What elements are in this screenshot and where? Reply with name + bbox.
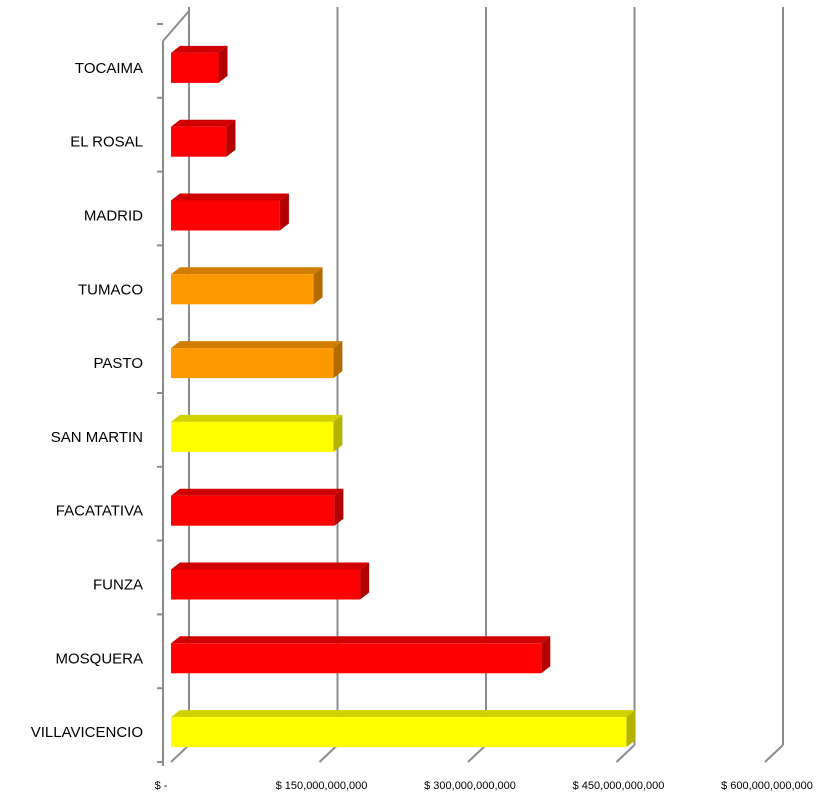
wall-top-edge <box>162 10 190 42</box>
bar-side-face <box>279 193 289 231</box>
x-tick-label: $ 600,000,000,000 <box>721 780 813 792</box>
bar-top-face <box>171 414 343 422</box>
bar-side-face <box>334 488 344 526</box>
floor-diagonal <box>764 744 784 763</box>
bar-top-face <box>171 341 343 349</box>
category-label: MADRID <box>84 208 143 225</box>
bar-top-face <box>171 119 236 127</box>
floor-diagonal <box>170 744 190 763</box>
bar-side-face <box>226 119 236 157</box>
bar-top-face <box>171 488 344 496</box>
bar-front-face <box>171 421 334 452</box>
category-label: PASTO <box>94 355 143 372</box>
bar-top-face <box>171 636 551 644</box>
bar-front-face <box>171 348 334 379</box>
category-label: SAN MARTIN <box>51 429 143 446</box>
bar-front-face <box>171 569 361 600</box>
chart-frame <box>157 10 190 766</box>
floor-diagonal <box>467 744 487 763</box>
category-label: FACATATIVA <box>56 503 143 520</box>
bar-side-face <box>626 710 636 748</box>
bar <box>171 488 344 526</box>
bar <box>171 119 236 157</box>
floor-diagonal <box>615 744 636 763</box>
bar-front-face <box>171 643 542 674</box>
bar-side-face <box>333 341 343 379</box>
category-label: EL ROSAL <box>70 134 143 151</box>
x-tick-labels: $ - $ 150,000,000,000 $ 300,000,000,000 $ 4… <box>155 780 813 792</box>
bar <box>171 636 551 674</box>
category-label: TUMACO <box>78 281 143 298</box>
bar <box>171 414 343 452</box>
bar <box>171 267 323 305</box>
category-label: MOSQUERA <box>55 650 143 667</box>
x-tick-label: $ - <box>155 780 168 792</box>
x-tick-label: $ 150,000,000,000 <box>276 780 368 792</box>
bar-top-face <box>171 193 289 201</box>
category-label: TOCAIMA <box>75 60 143 77</box>
bar-top-face <box>171 710 636 718</box>
category-label: FUNZA <box>93 577 143 594</box>
x-tick-label: $ 450,000,000,000 <box>573 780 665 792</box>
bar <box>171 45 228 83</box>
bar-top-face <box>171 45 228 53</box>
category-labels: TOCAIMA EL ROSAL MADRID TUMACO PASTO SAN MART… <box>31 60 143 741</box>
bar-top-face <box>171 267 323 275</box>
category-label: VILLAVICENCIO <box>31 724 143 741</box>
bar-front-face <box>171 52 219 83</box>
bar <box>171 562 370 600</box>
bar <box>171 341 343 379</box>
bar-side-face <box>218 45 228 83</box>
bar-side-face <box>541 636 551 674</box>
bar-top-face <box>171 562 370 570</box>
bar-front-face <box>171 274 314 305</box>
bar-front-face <box>171 717 627 748</box>
x-tick-label: $ 300,000,000,000 <box>424 780 516 792</box>
bar <box>171 710 636 748</box>
floor-diagonal <box>318 744 339 763</box>
bar-side-face <box>313 267 323 305</box>
bar-front-face <box>171 495 335 526</box>
bar <box>171 193 289 231</box>
bar-front-face <box>171 126 227 157</box>
bar-side-face <box>333 414 343 452</box>
bar-front-face <box>171 200 280 231</box>
bar-side-face <box>360 562 370 600</box>
bars <box>171 45 636 748</box>
